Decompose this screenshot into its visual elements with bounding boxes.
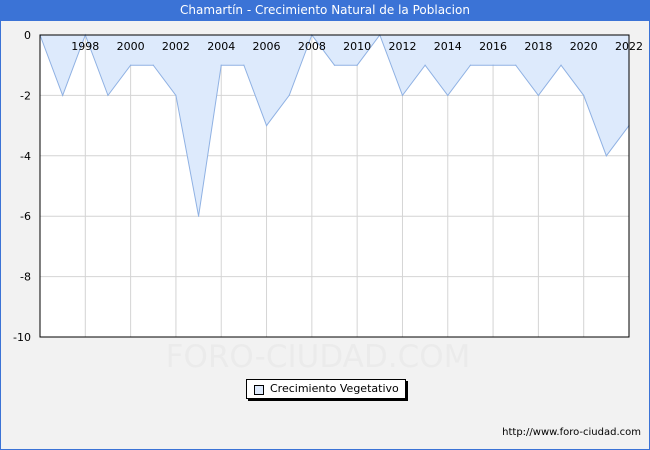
y-tick-label: -6: [20, 210, 31, 223]
data-point: [62, 94, 64, 96]
x-tick-label: 2002: [162, 40, 190, 53]
area-fill: [40, 35, 629, 217]
x-tick-label: 2022: [615, 40, 643, 53]
data-point: [515, 64, 517, 66]
data-point: [175, 94, 177, 96]
y-tick-label: -10: [13, 331, 31, 344]
x-tick-label: 2010: [343, 40, 371, 53]
x-tick-label: 2006: [253, 40, 281, 53]
y-tick-label: -2: [20, 89, 31, 102]
data-point: [130, 64, 132, 66]
legend-swatch: [254, 385, 264, 395]
x-tick-label: 2016: [479, 40, 507, 53]
y-tick-label: -4: [20, 150, 31, 163]
y-tick-label: 0: [24, 29, 31, 42]
x-tick-label: 2004: [207, 40, 235, 53]
data-point: [447, 94, 449, 96]
data-point: [537, 94, 539, 96]
source-url: http://www.foro-ciudad.com: [502, 427, 641, 438]
data-point: [265, 125, 268, 127]
chart-title: Chamartín - Crecimiento Natural de la Po…: [0, 0, 650, 21]
data-point: [243, 64, 245, 66]
data-point: [288, 94, 290, 96]
x-tick-label: 2012: [388, 40, 416, 53]
y-tick-label: -8: [20, 271, 31, 284]
data-point: [469, 64, 472, 66]
data-point: [333, 64, 336, 66]
data-point: [583, 94, 585, 96]
data-point: [107, 94, 109, 96]
legend-label: Crecimiento Vegetativo: [270, 382, 399, 395]
x-tick-label: 2008: [298, 40, 326, 53]
data-point: [401, 94, 404, 96]
data-point: [492, 64, 494, 66]
data-point: [605, 155, 607, 157]
x-tick-label: 2014: [434, 40, 462, 53]
watermark: FORO-CIUDAD.COM: [166, 339, 471, 375]
x-tick-label: 2020: [570, 40, 598, 53]
data-point: [424, 64, 426, 66]
data-point: [356, 64, 358, 66]
data-point: [197, 215, 200, 217]
data-point: [152, 64, 154, 66]
x-tick-label: 2000: [117, 40, 145, 53]
plot-border: [39, 34, 630, 338]
legend: Crecimiento Vegetativo: [246, 379, 406, 399]
data-point: [560, 64, 562, 66]
x-tick-label: 1998: [71, 40, 99, 53]
data-point: [220, 64, 222, 66]
x-tick-label: 2018: [524, 40, 552, 53]
